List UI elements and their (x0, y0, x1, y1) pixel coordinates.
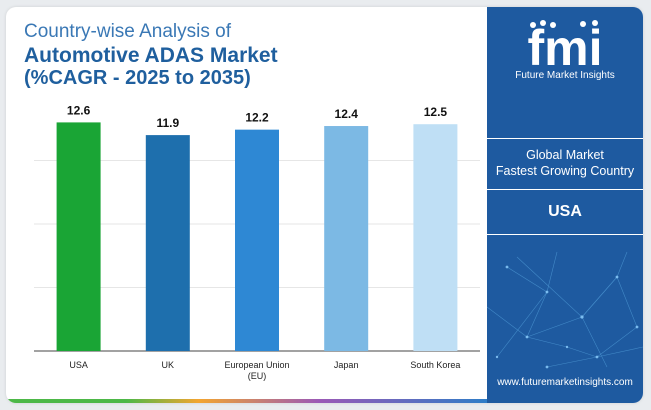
chart-subtitle: (%CAGR - 2025 to 2035) (24, 67, 251, 89)
bar-4 (413, 124, 458, 351)
chart-title-line1: Country-wise Analysis of (24, 21, 231, 42)
bar-1 (145, 135, 190, 351)
category-label-1: UK (162, 360, 175, 370)
chart-title-line2: Automotive ADAS Market (24, 44, 278, 67)
brand-name: Future Market Insights (515, 70, 615, 81)
chart-card: Country-wise Analysis of Automotive ADAS… (6, 7, 643, 403)
category-label-3: Japan (334, 360, 359, 370)
value-label-2: 12.2 (245, 111, 269, 125)
category-label-2-1: (EU) (248, 371, 267, 381)
bar-3 (324, 126, 369, 352)
divider-top (487, 138, 643, 139)
fmi-logo: fmi (528, 20, 603, 76)
value-label-3: 12.4 (335, 107, 359, 121)
value-label-0: 12.6 (67, 103, 91, 117)
category-label-0: USA (69, 360, 88, 370)
category-label-2-0: European Union (224, 360, 289, 370)
category-label-4: South Korea (410, 360, 460, 370)
bar-2 (235, 129, 279, 351)
panel-line2: Fastest Growing Country (495, 164, 635, 178)
panel-line1: Global Market (526, 148, 604, 162)
fastest-country: USA (548, 203, 582, 220)
svg-text:fmi: fmi (528, 20, 603, 76)
divider-bottom (487, 234, 643, 235)
divider-mid (487, 189, 643, 190)
website-link[interactable]: www.futuremarketinsights.com (497, 377, 633, 388)
bottom-color-strip (6, 399, 487, 403)
bar-0 (56, 122, 101, 352)
value-label-4: 12.5 (424, 105, 448, 119)
bar-chart: 12.6 USA 11.9 UK 12.2 European Union(EU) 12.4 J… (34, 103, 480, 381)
network-graphic (487, 251, 643, 369)
side-panel: fmi Future Market Insights Global Market… (487, 7, 643, 403)
value-label-1: 11.9 (156, 116, 179, 130)
